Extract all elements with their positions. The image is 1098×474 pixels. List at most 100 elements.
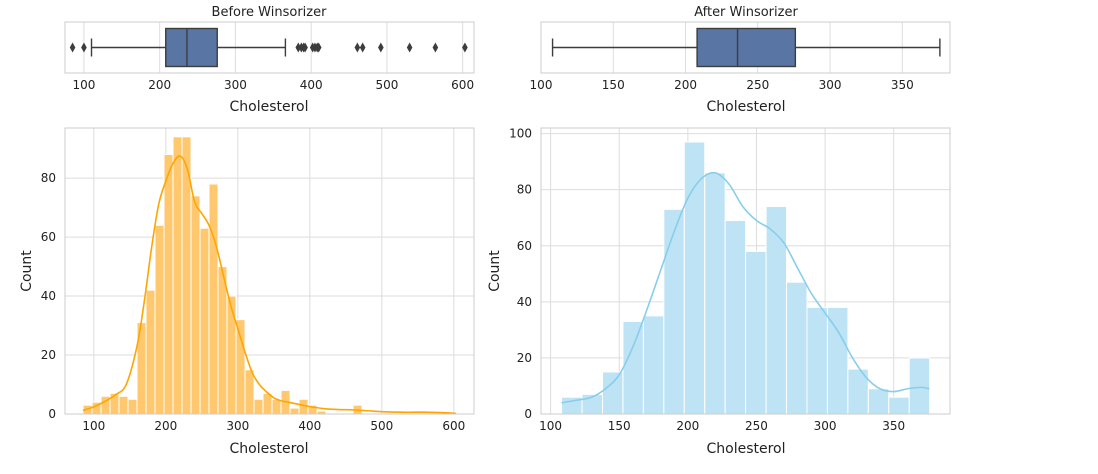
histogram-bar (208, 183, 219, 415)
boxplot-before-panel: Before Winsorizer 100 200 300 400 500 600 Cho… (64, 5, 475, 115)
boxplot-after-marks (551, 27, 941, 68)
x-tick-label: 500 (370, 419, 393, 433)
x-tick-label: 300 (226, 419, 249, 433)
histogram-bar (172, 136, 183, 415)
iqr-box (165, 27, 218, 68)
histogram-bar (235, 319, 246, 415)
x-tick-label: 500 (375, 78, 398, 92)
y-tick-label: 20 (517, 351, 532, 365)
histogram-bar (867, 388, 890, 415)
x-tick-label: 300 (814, 419, 837, 433)
histogram-after-ticks: 100 150 200 250 300 350 0 20 40 60 80 100 (509, 127, 905, 433)
x-tick-label: 200 (154, 419, 177, 433)
y-tick-label: 60 (41, 230, 56, 244)
x-tick-label: 600 (451, 78, 474, 92)
x-tick-label: 250 (746, 78, 769, 92)
histogram-before-frame (64, 127, 475, 415)
y-tick-label: 0 (48, 407, 56, 421)
outlier-point (359, 42, 366, 53)
x-tick-label: 350 (882, 419, 905, 433)
histogram-before-ticks: 100 200 300 400 500 600 0 20 40 60 80 (41, 171, 466, 433)
histogram-after-bars (561, 141, 931, 415)
histogram-after-panel: 100 150 200 250 300 350 0 20 40 60 80 100 Cholester… (487, 127, 951, 457)
x-tick-label: 300 (819, 78, 842, 92)
y-tick-label: 40 (517, 295, 532, 309)
histogram-bar (154, 224, 165, 415)
histogram-bar (663, 208, 685, 415)
histogram-bar (765, 206, 788, 415)
boxplot-after-xlabel: Cholesterol (706, 99, 785, 115)
x-tick-label: 150 (602, 78, 625, 92)
outlier-point (378, 42, 384, 53)
histogram-bar (683, 141, 706, 415)
histogram-bar (190, 195, 201, 415)
histogram-after-xlabel: Cholesterol (706, 441, 785, 457)
histogram-bar (745, 250, 767, 415)
iqr-box (696, 27, 797, 68)
outlier-point (406, 42, 413, 53)
histogram-bar (724, 220, 747, 415)
outlier-point (432, 42, 439, 53)
histogram-bar (908, 357, 931, 415)
histogram-bar (826, 306, 849, 415)
histogram-before-grid (65, 128, 474, 415)
histogram-bar (271, 398, 282, 415)
boxplot-after-panel: After Winsorizer 100 150 200 250 300 350 Chol… (530, 5, 951, 115)
x-tick-label: 200 (676, 419, 699, 433)
histogram-before-xlabel: Cholesterol (229, 441, 308, 457)
x-tick-label: 100 (72, 78, 95, 92)
histogram-bar (226, 295, 237, 415)
x-tick-label: 200 (674, 78, 697, 92)
histogram-before-kde-line (82, 155, 457, 415)
y-tick-label: 0 (524, 407, 532, 421)
histogram-after-ylabel: Count (487, 250, 503, 292)
histogram-bar (704, 172, 726, 415)
histogram-bar (127, 398, 138, 415)
x-tick-label: 100 (530, 78, 553, 92)
outlier-point (354, 42, 361, 53)
y-tick-label: 100 (509, 127, 532, 141)
histogram-bar (806, 306, 828, 415)
boxplot-before-ticks: 100 200 300 400 500 600 (72, 78, 474, 92)
x-tick-label: 250 (745, 419, 768, 433)
histogram-before-ylabel: Count (19, 250, 35, 292)
y-tick-label: 60 (517, 239, 532, 253)
boxplot-after-ticks: 100 150 200 250 300 350 (530, 78, 914, 92)
histogram-after-frame (540, 127, 951, 415)
y-tick-label: 80 (517, 183, 532, 197)
histogram-after-kde-line (561, 171, 930, 404)
histogram-bar (786, 281, 808, 415)
boxplot-after-frame (540, 21, 951, 74)
outlier-point (462, 42, 468, 53)
boxplot-before-frame (64, 21, 475, 74)
histogram-bar (118, 395, 129, 415)
outlier-point (69, 42, 76, 53)
outlier-point (315, 42, 322, 53)
histogram-bar (199, 227, 210, 415)
y-tick-label: 20 (41, 348, 56, 362)
histogram-bar (145, 289, 156, 415)
boxplot-after-title: After Winsorizer (694, 5, 798, 20)
boxplot-before-marks (69, 27, 468, 68)
y-tick-label: 40 (41, 289, 56, 303)
x-tick-label: 300 (224, 78, 247, 92)
histogram-bar (253, 398, 264, 415)
x-tick-label: 100 (82, 419, 105, 433)
boxplot-before-xlabel: Cholesterol (229, 99, 308, 115)
histogram-bar (289, 407, 300, 415)
histogram-bar (642, 315, 665, 415)
histogram-bar (888, 396, 910, 415)
x-tick-label: 600 (442, 419, 465, 433)
x-tick-label: 350 (891, 78, 914, 92)
outlier-point (81, 42, 87, 53)
x-tick-label: 400 (300, 78, 323, 92)
x-tick-label: 100 (539, 419, 562, 433)
histogram-bar (163, 154, 174, 415)
histogram-bar (217, 266, 228, 415)
outlier-point (302, 42, 308, 53)
outlier-point (295, 42, 302, 53)
boxplot-before-title: Before Winsorizer (212, 5, 328, 20)
histogram-bar (244, 369, 255, 415)
